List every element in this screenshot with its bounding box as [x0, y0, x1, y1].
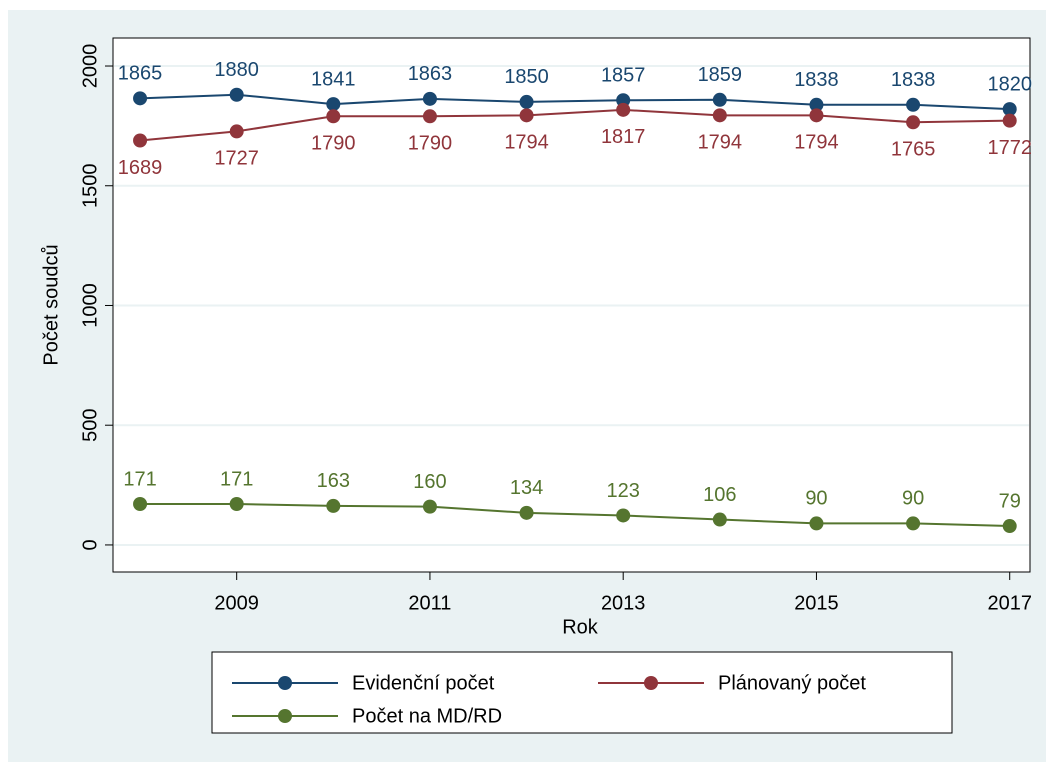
point — [519, 108, 534, 123]
x-tick-label: 2015 — [794, 592, 839, 614]
y-tick-label: 0 — [79, 539, 101, 550]
series-line — [140, 502, 1010, 528]
y-axis-label: Počet soudců — [40, 244, 62, 365]
point — [809, 108, 824, 123]
data-label: 1689 — [118, 157, 163, 179]
data-label: 171 — [220, 468, 253, 490]
data-label: 1863 — [408, 63, 453, 85]
y-tick-label: 1000 — [79, 283, 101, 328]
point — [1002, 519, 1017, 534]
data-label: 1820 — [987, 73, 1032, 95]
point — [133, 91, 148, 106]
point — [1002, 113, 1017, 128]
point — [616, 102, 631, 117]
data-label: 1817 — [601, 126, 646, 148]
data-label: 171 — [123, 468, 156, 490]
data-label: 90 — [805, 488, 827, 510]
point — [712, 92, 727, 107]
x-tick-label: 2017 — [987, 592, 1032, 614]
data-label: 106 — [703, 484, 736, 506]
point — [519, 505, 534, 520]
data-label: 1859 — [698, 64, 743, 86]
point — [906, 115, 921, 130]
x-axis-label: Rok — [562, 616, 599, 638]
x-tick-label: 2013 — [601, 592, 646, 614]
data-label: 1838 — [891, 69, 936, 91]
data-label: 1857 — [601, 65, 646, 87]
point — [133, 496, 148, 511]
data-label: 163 — [317, 470, 350, 492]
data-label: 1865 — [118, 63, 163, 85]
data-label: 1765 — [891, 139, 936, 161]
legend — [211, 651, 953, 734]
data-label: 1772 — [987, 137, 1032, 159]
data-label: 1838 — [794, 69, 839, 91]
data-label: 1850 — [504, 66, 549, 88]
point — [229, 87, 244, 102]
data-label: 1794 — [698, 132, 743, 154]
point — [422, 499, 437, 514]
series-line — [139, 108, 1010, 142]
data-label: 1841 — [311, 68, 356, 90]
y-tick-label: 1500 — [79, 163, 101, 208]
point — [422, 109, 437, 124]
point — [326, 498, 341, 513]
point — [809, 97, 824, 112]
data-label: 1790 — [408, 133, 453, 155]
data-label: 1790 — [311, 133, 356, 155]
point — [906, 516, 921, 531]
data-label: 134 — [510, 477, 543, 499]
point — [326, 97, 341, 112]
point — [326, 109, 341, 124]
data-label: 123 — [607, 480, 640, 502]
legend-label: Počet na MD/RD — [352, 705, 502, 727]
data-label: 1727 — [214, 148, 259, 170]
point — [616, 508, 631, 523]
legend-marker — [278, 709, 292, 723]
point — [229, 496, 244, 511]
point — [809, 516, 824, 531]
data-label: 1794 — [504, 132, 549, 154]
legend-label: Evidenční počet — [352, 672, 495, 694]
point — [616, 93, 631, 108]
point — [133, 133, 148, 148]
data-label: 1794 — [794, 132, 839, 154]
x-tick-label: 2009 — [214, 592, 259, 614]
data-label: 160 — [413, 471, 446, 493]
point — [906, 97, 921, 112]
point — [1002, 102, 1017, 117]
point — [229, 124, 244, 139]
y-tick-label: 2000 — [79, 44, 101, 89]
y-tick-label: 500 — [79, 409, 101, 442]
point — [712, 512, 727, 527]
legend-label: Plánovaný počet — [718, 672, 866, 694]
data-label: 79 — [999, 490, 1021, 512]
data-label: 1880 — [214, 59, 259, 81]
data-label: 90 — [902, 488, 924, 510]
point — [422, 91, 437, 106]
point — [519, 94, 534, 109]
point — [712, 108, 727, 123]
x-tick-label: 2011 — [408, 592, 451, 614]
legend-marker — [278, 676, 292, 690]
series-line — [140, 93, 1010, 111]
legend-marker — [644, 676, 658, 690]
